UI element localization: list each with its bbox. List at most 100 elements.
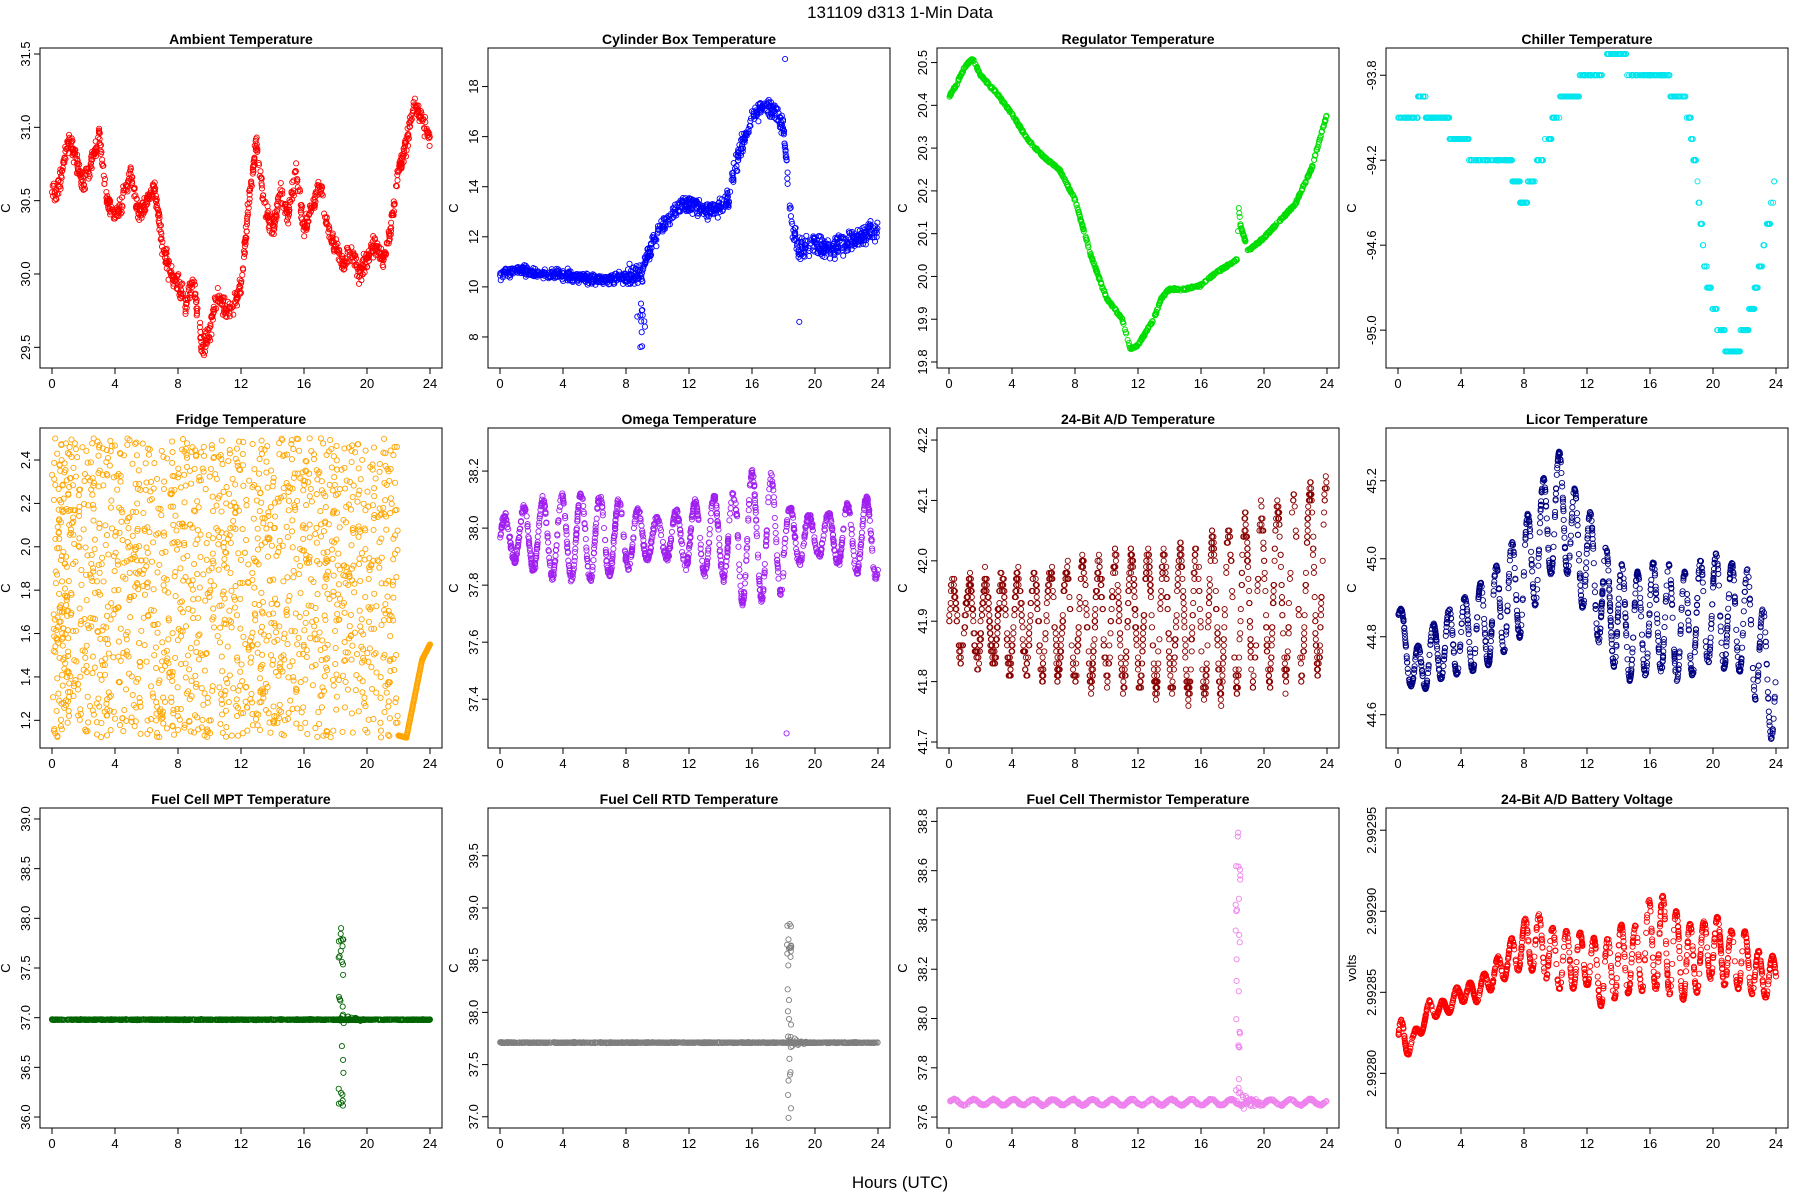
data-point [385,703,392,710]
data-point [377,734,385,741]
data-point [100,162,107,169]
data-point [274,206,281,213]
data-point [163,725,170,732]
data-point [258,589,265,596]
y-tick-label: 31.5 [18,41,33,66]
data-point [77,621,84,628]
y-tick-label: 12 [466,230,481,244]
data-point [365,575,372,583]
data-point [285,507,292,514]
data-point [371,590,378,597]
data-point [341,704,348,711]
data-point [51,476,58,483]
data-point [151,460,158,467]
data-point [90,517,97,524]
y-tick-label: 18 [466,79,481,93]
data-point [125,525,132,532]
data-point [132,480,139,487]
data-point [153,204,160,211]
data-point [78,566,85,574]
data-point [66,680,73,687]
data-point [784,175,791,182]
data-point [89,491,96,498]
data-point [370,526,377,534]
data-point [348,542,355,549]
data-point [277,179,284,187]
data-point [317,508,324,515]
data-point [274,202,281,209]
data-point [126,569,133,576]
x-tick-label: 20 [360,756,374,771]
y-axis-label: C [895,203,910,212]
data-point [185,284,192,291]
data-point [120,183,127,190]
data-point [100,578,107,585]
data-point [329,232,336,239]
data-point [161,478,168,485]
data-point [258,623,266,630]
data-point [306,435,313,442]
data-point [194,614,202,621]
data-point [383,689,390,696]
data-point [178,290,185,297]
data-point [321,210,328,217]
data-point [111,715,118,722]
data-point [403,134,410,141]
data-series [49,435,434,741]
data-point [258,499,265,506]
data-point [89,670,96,677]
data-point [210,508,217,515]
data-point [52,580,59,587]
x-tick-label: 12 [1580,376,1594,391]
data-point [307,635,314,642]
x-tick-label: 12 [682,376,696,391]
data-point [218,653,225,660]
data-point [369,685,376,692]
data-point [335,676,342,684]
data-point [312,190,319,198]
data-point [267,652,275,659]
data-point [289,528,296,535]
data-point [235,285,243,292]
data-point [83,597,90,604]
data-point [330,572,337,579]
data-point [197,553,204,561]
data-point [294,641,301,648]
data-point [253,134,260,141]
data-point [393,183,400,190]
y-tick-label: 20.2 [915,178,930,203]
data-point [141,591,148,598]
data-point [391,479,399,486]
data-point [377,694,384,701]
data-point [228,732,235,739]
y-tick-label: 1.2 [18,711,33,729]
data-point [243,496,250,504]
data-point [257,726,264,734]
data-point [51,459,58,466]
data-point [114,212,121,219]
data-point [190,615,197,622]
panel-title: Ambient Temperature [169,31,313,47]
data-point [209,316,216,323]
y-tick-label: 20.4 [915,93,930,118]
data-point [348,710,355,717]
data-point [130,185,137,192]
data-point [110,611,117,618]
data-point [388,219,395,226]
data-point [151,185,158,193]
data-point [290,445,297,453]
data-point [641,323,648,330]
data-point [275,672,282,679]
data-point [103,188,110,196]
data-point [249,569,256,577]
data-point [186,666,193,673]
data-point [260,192,267,199]
data-point [276,701,283,708]
data-point [111,442,118,449]
data-point [254,546,262,553]
x-tick-label: 4 [111,756,118,771]
data-point [89,440,96,447]
data-point [169,459,176,466]
data-point [246,477,253,484]
